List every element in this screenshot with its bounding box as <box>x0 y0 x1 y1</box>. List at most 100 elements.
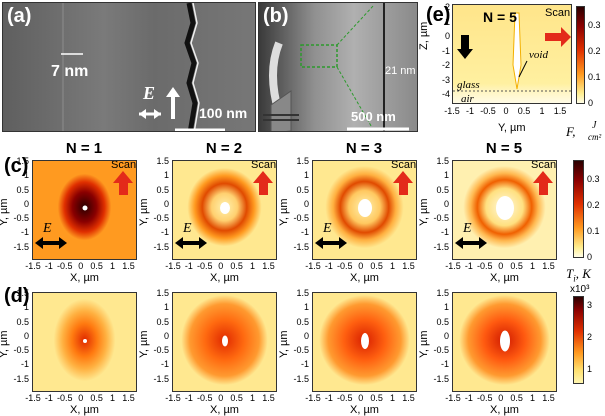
d-ytick: 1.5 <box>436 288 449 298</box>
map-overlay-c <box>35 171 133 249</box>
fluence-tick: 0 <box>588 98 594 108</box>
c-xtick: 0.5 <box>230 261 243 271</box>
scan-label-c: Scan <box>391 160 417 171</box>
c-xtick: -1 <box>464 261 473 271</box>
xlabel-e: Y, µm <box>498 122 526 134</box>
temp-tick-d: 3 <box>587 300 593 310</box>
d-ylabel: Y, µm <box>278 330 290 358</box>
row-c-title: N = 3 <box>345 140 383 157</box>
c-xtick: 0.5 <box>370 261 383 271</box>
c-xlabel: X, µm <box>210 272 239 284</box>
temp-tick: 0 <box>587 252 593 262</box>
c-ytick: 1 <box>23 170 29 181</box>
c-xtick: 0.5 <box>90 261 103 271</box>
c-ytick: 1 <box>443 170 449 181</box>
fluence-tick: 0.2 <box>588 46 601 56</box>
panel-e-label: (e) <box>426 4 451 26</box>
d-ytick: 0.5 <box>436 316 449 327</box>
c-ytick: 0.5 <box>16 184 29 195</box>
d-ytick: 1 <box>23 302 29 313</box>
fluence-label: F, <box>566 124 576 139</box>
fluence-unit-den: cm² <box>588 132 602 142</box>
field-symbol-c: E <box>323 221 332 236</box>
d-xtick: 1.5 <box>262 393 275 403</box>
c-xtick: -1.5 <box>25 261 41 271</box>
d-ytick: -1 <box>20 359 29 370</box>
d-xtick: -0.5 <box>197 393 213 403</box>
c-ytick: -0.5 <box>293 213 309 224</box>
d-ytick: -0.5 <box>293 345 309 356</box>
d-ytick: -1.5 <box>153 373 169 384</box>
c-xtick: -1 <box>324 261 333 271</box>
gap-label-b: 21 nm <box>385 65 416 77</box>
d-xtick: 1 <box>250 393 256 403</box>
xtick-e: -1 <box>465 106 474 116</box>
temp-tick: 0.1 <box>587 226 600 236</box>
temp-tick-d: 2 <box>587 332 593 342</box>
cross-section-e: N = 5 Scan void glass air <box>452 4 572 104</box>
panel-a-label: (a) <box>7 5 32 27</box>
temperature-map-d <box>172 292 277 392</box>
c-ytick: -1 <box>300 227 309 238</box>
d-xtick: -1 <box>324 393 333 403</box>
sem-crack-a <box>61 3 225 131</box>
c-xtick: 1 <box>110 261 116 271</box>
ytick-e: -2 <box>441 60 450 70</box>
temp-exp-label: x10³ <box>570 284 590 295</box>
d-ytick: -1 <box>300 359 309 370</box>
c-ytick: 1 <box>163 170 169 181</box>
sem-zoom-b <box>263 3 409 131</box>
c-ytick: 0 <box>163 198 169 209</box>
xtick-e: 1 <box>539 106 545 116</box>
temp-label-sub: i <box>573 273 576 284</box>
c-ylabel: Y, µm <box>418 198 430 226</box>
d-xtick: 1 <box>110 393 116 403</box>
temp-colorbar-c <box>573 160 584 258</box>
c-ytick: -1 <box>440 227 449 238</box>
c-ytick: 1.5 <box>436 156 449 166</box>
row-c-title: N = 1 <box>65 140 103 157</box>
xtick-e: -0.5 <box>480 106 496 116</box>
ytick-e: 2 <box>444 2 450 12</box>
temperature-map-d <box>32 292 137 392</box>
temp-tick: 0.3 <box>587 174 600 184</box>
d-ytick: -1.5 <box>13 373 29 384</box>
field-symbol-c: E <box>463 221 472 236</box>
d-xtick: 0.5 <box>230 393 243 403</box>
map-overlay-d <box>361 333 369 349</box>
temp-label-unit: , K <box>575 266 591 281</box>
d-xtick: -1 <box>184 393 193 403</box>
fluence-tick: 0.1 <box>588 72 601 82</box>
xtick-e: 0.5 <box>517 106 531 116</box>
c-xtick: 1.5 <box>262 261 275 271</box>
d-xtick: 0 <box>218 393 224 403</box>
d-xtick: 0 <box>498 393 504 403</box>
xtick-e: 0 <box>503 106 509 116</box>
d-ytick: -0.5 <box>433 345 449 356</box>
fluence-map-c: Scan E <box>32 160 137 260</box>
scalebar-a: 100 nm <box>199 105 248 121</box>
c-xlabel: X, µm <box>350 272 379 284</box>
temp-label-main: T <box>566 266 574 281</box>
c-xtick: 1 <box>530 261 536 271</box>
d-ytick: -1 <box>440 359 449 370</box>
void-label: void <box>529 49 548 61</box>
c-xtick: 1 <box>390 261 396 271</box>
c-ylabel: Y, µm <box>0 198 10 226</box>
fluence-unit-num: J <box>592 120 597 131</box>
fluence-map-c: Scan E <box>172 160 277 260</box>
d-xtick: -1.5 <box>25 393 41 403</box>
d-ytick: 1 <box>303 302 309 313</box>
c-ytick: -1.5 <box>13 241 29 252</box>
d-xtick: -0.5 <box>337 393 353 403</box>
map-overlay-d <box>500 330 510 352</box>
d-ylabel: Y, µm <box>0 330 10 358</box>
c-ytick: 0 <box>303 198 309 209</box>
map-overlay-d <box>83 339 87 343</box>
ytick-e: -3 <box>441 74 450 85</box>
d-ytick: 0 <box>163 330 169 341</box>
c-ytick: -1.5 <box>433 241 449 252</box>
c-xtick: -0.5 <box>197 261 213 271</box>
fluence-colorbar <box>576 6 585 104</box>
c-ytick: 1.5 <box>296 156 309 166</box>
